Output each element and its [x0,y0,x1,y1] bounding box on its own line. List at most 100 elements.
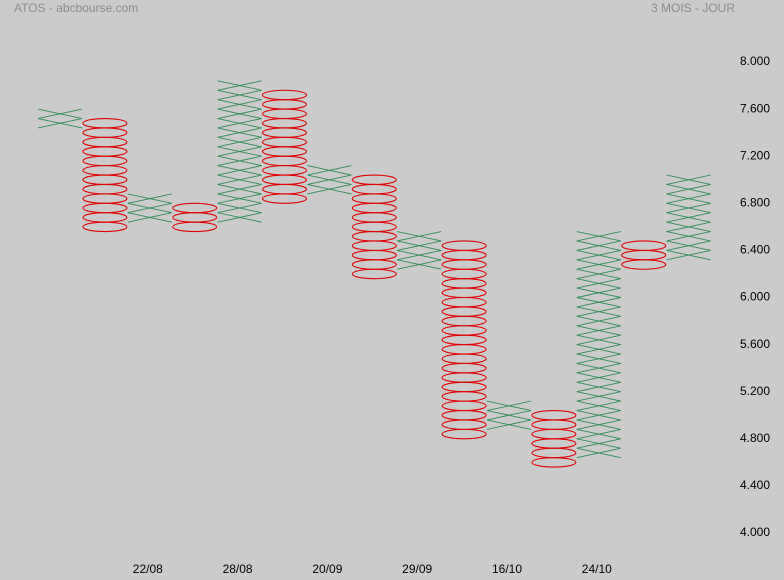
o-box [82,155,128,167]
o-box [82,136,128,148]
o-box [621,240,667,251]
o-box [261,183,308,195]
x-stroke [217,127,262,138]
x-stroke [576,297,621,308]
x-tick-label: 20/09 [312,562,342,576]
x-stroke [307,165,352,176]
o-box [441,344,487,355]
o-box [351,193,397,204]
x-stroke [576,391,621,402]
o-box [531,428,577,440]
x-tick-label: 24/10 [582,562,612,576]
o-box [441,278,487,289]
x-stroke [576,259,621,270]
o-box [261,155,308,167]
o-box [261,146,308,157]
x-stroke [576,240,621,251]
x-stroke [217,202,262,214]
x-stroke [127,193,172,204]
x-tick-label: 16/10 [492,562,522,576]
x-column [576,231,621,459]
o-box [441,372,487,383]
y-tick-label: 7.600 [740,101,770,115]
y-tick-label: 4.800 [740,431,770,445]
x-stroke [217,155,262,167]
o-box [351,240,397,251]
x-column [307,165,352,195]
o-box [172,212,218,223]
x-stroke [666,221,711,233]
o-box [441,409,487,421]
x-tick-label: 22/08 [133,562,163,576]
x-stroke [217,136,262,148]
x-tick-label: 28/08 [223,562,253,576]
x-stroke [666,202,711,214]
x-stroke [666,212,711,223]
o-box [441,362,487,374]
o-box [441,306,487,317]
x-tick-label: 29/09 [402,562,432,576]
o-box [441,353,487,364]
o-column [351,174,397,280]
x-stroke [576,372,621,383]
o-box [172,202,218,214]
o-box [261,108,308,120]
y-tick-label: 5.600 [740,337,770,351]
x-column [486,400,532,430]
o-box [441,400,487,412]
o-box [261,174,308,186]
x-stroke [217,108,262,119]
o-box [531,409,577,421]
o-box [351,212,397,223]
x-stroke [576,334,621,346]
o-box [441,240,487,251]
x-stroke [127,212,172,223]
x-column [37,108,83,129]
x-column [397,231,442,270]
x-stroke [666,174,711,185]
y-tick-label: 4.400 [740,478,770,492]
o-box [441,419,487,430]
o-column [621,240,667,270]
x-stroke [217,118,262,129]
x-stroke [307,174,352,185]
x-stroke [576,428,621,440]
o-box [441,428,487,440]
o-box [261,193,308,204]
y-tick-label: 5.200 [740,384,770,398]
x-stroke [37,118,83,129]
o-box [621,259,667,270]
o-box [261,136,308,148]
y-tick-label: 7.200 [740,148,770,162]
o-box [351,268,397,280]
o-box [441,381,487,393]
o-box [351,231,397,242]
o-box [441,325,487,336]
o-column [261,89,308,204]
x-stroke [666,240,711,251]
x-stroke [217,212,262,223]
x-stroke [576,410,621,421]
x-stroke [576,447,621,459]
o-box [82,117,128,129]
x-stroke [37,108,83,119]
x-stroke [397,249,442,261]
x-stroke [576,353,621,364]
o-box [531,419,577,430]
o-box [261,117,308,129]
o-column [531,409,577,468]
x-stroke [127,202,172,214]
y-tick-label: 8.000 [740,54,770,68]
o-box [351,202,397,214]
o-box [351,174,397,186]
o-box [261,127,308,138]
o-box [441,268,487,280]
o-box [82,202,128,214]
o-box [441,315,487,327]
x-stroke [576,419,621,430]
o-box [82,183,128,195]
o-column [441,240,487,440]
x-stroke [576,381,621,393]
x-stroke [576,306,621,317]
x-stroke [666,193,711,204]
